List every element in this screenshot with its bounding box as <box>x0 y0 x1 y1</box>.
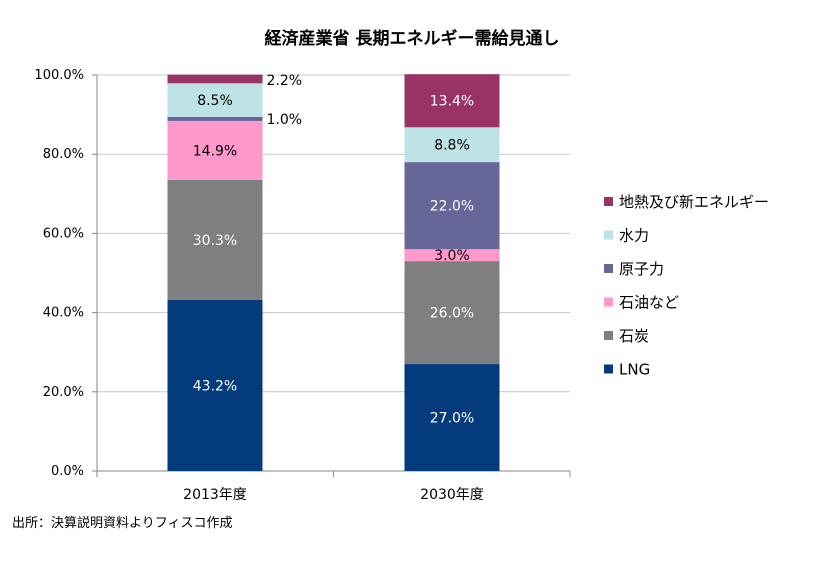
legend-swatch <box>604 230 613 240</box>
y-tick-label: 100.0% <box>34 68 84 83</box>
data-label: 26.0% <box>430 306 474 322</box>
data-label: 14.9% <box>193 143 237 159</box>
bar-segment <box>404 127 500 163</box>
y-tick-label: 0.0% <box>51 464 84 479</box>
legend-label: 原子力 <box>619 260 664 278</box>
x-axis-categories: 2013年度 2030年度 <box>183 487 484 503</box>
legend-label: 地熱及び新エネルギー <box>619 193 769 211</box>
chart-title: 経済産業省 長期エネルギー需給見通し <box>265 28 560 49</box>
bar-segment <box>167 83 263 117</box>
legend-swatch <box>604 264 613 273</box>
y-axis-ticks: 0.0% 20.0% 40.0% 60.0% 80.0% 100.0% <box>34 68 571 479</box>
source-note: 出所：決算説明資料よりフィスコ作成 <box>12 516 233 531</box>
bar-segment <box>167 120 263 180</box>
bar-segment <box>404 364 500 471</box>
data-label: 27.0% <box>430 411 474 427</box>
y-tick-label: 80.0% <box>43 147 84 162</box>
bar-segment <box>404 162 500 250</box>
y-tick-label: 20.0% <box>43 385 84 400</box>
legend-label: 石炭 <box>619 327 649 345</box>
data-label: 3.0% <box>434 248 470 264</box>
data-labels: 43.2% 30.3% 14.9% 1.0% 8.5% 2.2% 27.0% 26.0% 3.0… <box>193 73 474 427</box>
legend-label: 水力 <box>619 227 649 245</box>
bars <box>167 74 500 471</box>
legend-swatch <box>604 331 613 340</box>
data-label: 22.0% <box>430 199 474 215</box>
legend-swatch <box>604 197 613 206</box>
legend-label: LNG <box>619 361 650 379</box>
data-label: 8.5% <box>197 93 233 109</box>
bar-segment <box>167 299 263 471</box>
legend-swatch <box>604 297 613 307</box>
data-label: 43.2% <box>193 378 237 394</box>
y-tick-label: 40.0% <box>43 306 84 321</box>
data-label: 30.3% <box>193 233 237 249</box>
bar-segment <box>167 116 263 121</box>
x-category-label: 2030年度 <box>420 487 484 503</box>
data-label: 13.4% <box>430 94 474 110</box>
legend-swatch <box>604 364 613 374</box>
bar-segment <box>167 74 263 84</box>
bar-segment <box>404 249 500 262</box>
bar-segment <box>404 74 500 128</box>
data-label: 2.2% <box>267 73 303 89</box>
data-label: 1.0% <box>267 112 303 128</box>
bar-segment <box>167 179 263 300</box>
x-category-label: 2013年度 <box>183 487 247 503</box>
legend-label: 石油など <box>619 294 679 312</box>
bar-segment <box>404 261 500 365</box>
y-tick-label: 60.0% <box>43 226 84 241</box>
data-label: 8.8% <box>434 138 470 154</box>
